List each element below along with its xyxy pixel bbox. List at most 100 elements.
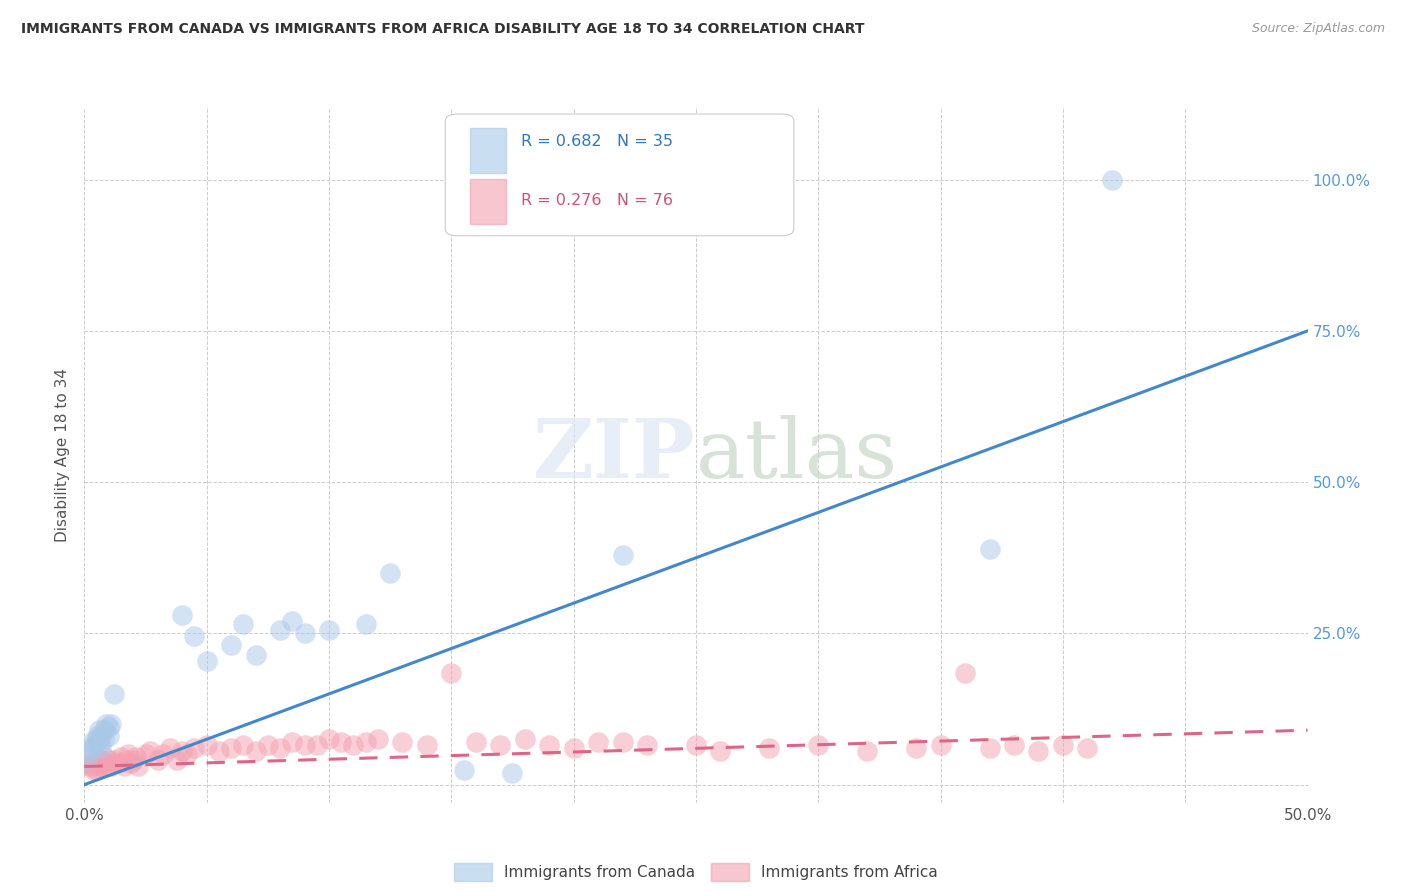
Point	[380, 566, 402, 580]
Point	[342, 739, 364, 753]
Point	[80, 741, 103, 756]
Point	[87, 759, 110, 773]
Point	[125, 750, 148, 764]
Point	[391, 735, 413, 749]
Point	[586, 735, 609, 749]
Point	[76, 754, 98, 768]
Point	[117, 747, 139, 762]
Point	[83, 756, 105, 771]
Point	[1052, 739, 1074, 753]
Point	[1101, 172, 1123, 186]
Point	[87, 723, 110, 738]
Point	[86, 754, 108, 768]
Point	[183, 629, 205, 643]
Point	[318, 732, 340, 747]
Point	[77, 759, 100, 773]
Point	[245, 648, 267, 662]
Point	[367, 732, 389, 747]
Point	[269, 624, 291, 638]
FancyBboxPatch shape	[470, 178, 506, 224]
Point	[172, 608, 194, 623]
Point	[86, 729, 108, 743]
Point	[183, 741, 205, 756]
Point	[294, 626, 316, 640]
Point	[354, 617, 377, 632]
Point	[103, 754, 125, 768]
Point	[807, 739, 830, 753]
Point	[1076, 741, 1098, 756]
Point	[166, 754, 188, 768]
Point	[83, 763, 105, 777]
Point	[929, 739, 952, 753]
Point	[96, 717, 118, 731]
FancyBboxPatch shape	[446, 114, 794, 235]
Text: ZIP: ZIP	[533, 415, 696, 495]
Point	[152, 747, 174, 762]
Point	[135, 747, 157, 762]
Point	[77, 744, 100, 758]
Point	[219, 639, 242, 653]
Point	[232, 739, 254, 753]
Point	[115, 754, 138, 768]
Point	[709, 744, 731, 758]
FancyBboxPatch shape	[470, 128, 506, 173]
Point	[87, 735, 110, 749]
Point	[93, 732, 115, 747]
Text: Source: ZipAtlas.com: Source: ZipAtlas.com	[1251, 22, 1385, 36]
Point	[100, 717, 122, 731]
Point	[453, 763, 475, 777]
Point	[232, 617, 254, 632]
Point	[1002, 739, 1025, 753]
Point	[513, 732, 536, 747]
Point	[612, 548, 634, 562]
Point	[80, 759, 103, 773]
Point	[80, 735, 103, 749]
Point	[269, 741, 291, 756]
Point	[612, 735, 634, 749]
Point	[93, 756, 115, 771]
Point	[90, 729, 112, 743]
Point	[112, 759, 135, 773]
Point	[257, 739, 280, 753]
Point	[281, 735, 304, 749]
Point	[979, 741, 1001, 756]
Point	[685, 739, 707, 753]
Point	[562, 741, 585, 756]
Point	[208, 744, 231, 758]
Point	[96, 756, 118, 771]
Point	[90, 754, 112, 768]
Point	[97, 759, 120, 773]
Point	[416, 739, 439, 753]
Point	[100, 759, 122, 773]
Point	[464, 735, 486, 749]
Point	[856, 744, 879, 758]
Point	[305, 739, 328, 753]
Text: R = 0.276   N = 76: R = 0.276 N = 76	[522, 194, 673, 209]
Point	[122, 754, 145, 768]
Point	[93, 750, 115, 764]
Point	[103, 687, 125, 701]
Point	[146, 754, 169, 768]
Point	[330, 735, 353, 749]
Point	[90, 759, 112, 773]
Point	[97, 754, 120, 768]
Point	[76, 756, 98, 771]
Legend: Immigrants from Canada, Immigrants from Africa: Immigrants from Canada, Immigrants from …	[454, 863, 938, 881]
Point	[905, 741, 928, 756]
Point	[172, 744, 194, 758]
Point	[195, 739, 218, 753]
Point	[281, 615, 304, 629]
Point	[127, 759, 149, 773]
Text: R = 0.682   N = 35: R = 0.682 N = 35	[522, 135, 673, 149]
Point	[159, 741, 181, 756]
Point	[219, 741, 242, 756]
Y-axis label: Disability Age 18 to 34: Disability Age 18 to 34	[55, 368, 70, 542]
Point	[758, 741, 780, 756]
Point	[97, 720, 120, 734]
Point	[245, 744, 267, 758]
Point	[93, 723, 115, 738]
Point	[354, 735, 377, 749]
Point	[83, 739, 105, 753]
Point	[636, 739, 658, 753]
Point	[97, 729, 120, 743]
